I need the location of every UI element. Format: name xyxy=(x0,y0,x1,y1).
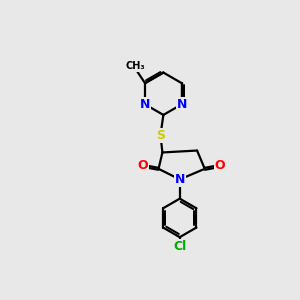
Text: CH₃: CH₃ xyxy=(126,61,145,71)
Text: O: O xyxy=(215,159,226,172)
Text: N: N xyxy=(140,98,150,111)
Text: O: O xyxy=(138,159,148,172)
Text: N: N xyxy=(176,98,187,111)
Text: N: N xyxy=(175,173,185,186)
Text: Cl: Cl xyxy=(173,240,186,253)
Text: S: S xyxy=(156,129,165,142)
